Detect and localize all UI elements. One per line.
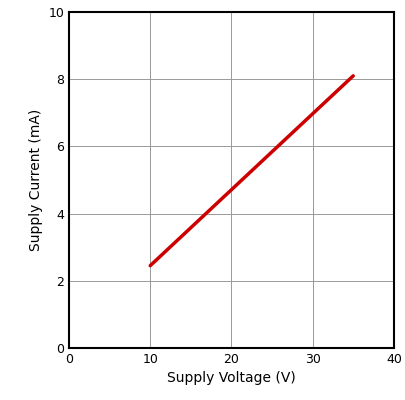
X-axis label: Supply Voltage (V): Supply Voltage (V) xyxy=(166,372,295,386)
Y-axis label: Supply Current (mA): Supply Current (mA) xyxy=(29,109,43,251)
